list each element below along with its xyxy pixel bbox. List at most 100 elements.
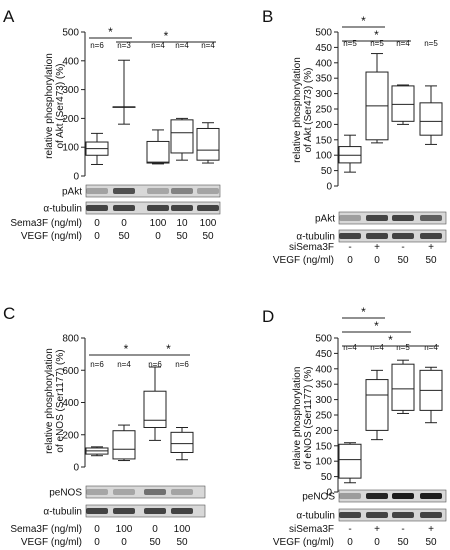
blot-band: [420, 233, 442, 239]
significance-star: *: [388, 333, 393, 347]
box: [419, 102, 443, 136]
condition-value: 0: [94, 524, 100, 535]
y-tick-label: 0: [73, 172, 79, 183]
condition-value: 50: [425, 537, 437, 548]
y-tick-label: 350: [315, 74, 332, 85]
condition-value: 0: [94, 231, 100, 242]
y-tick-label: 150: [315, 441, 332, 452]
condition-value: 50: [202, 231, 214, 242]
y-tick-label: 400: [62, 56, 79, 67]
blot-band: [197, 188, 219, 194]
sample-size-label: n=6: [175, 360, 189, 369]
condition-value: 0: [347, 537, 353, 548]
blot-label: peNOS: [302, 492, 335, 503]
blot-band: [144, 508, 166, 514]
condition-value: +: [374, 524, 380, 535]
condition-value: 50: [425, 255, 437, 266]
condition-value: 100: [174, 524, 191, 535]
condition-value: 100: [200, 218, 217, 229]
condition-label: siSema3F: [289, 524, 334, 535]
panel-letter: A: [3, 7, 15, 26]
blot-band: [171, 205, 193, 211]
y-tick-label: 300: [315, 89, 332, 100]
condition-value: 50: [397, 255, 409, 266]
y-tick-label: 150: [315, 135, 332, 146]
blot-band: [86, 489, 108, 495]
condition-value: 50: [118, 231, 130, 242]
sample-size-label: n=5: [396, 343, 410, 352]
condition-value: -: [348, 242, 351, 253]
y-tick-label: 250: [315, 105, 332, 116]
condition-label: Sema3F (ng/ml): [10, 218, 82, 229]
significance-star: *: [164, 29, 169, 43]
y-axis-label-line-2: of Akt (Ser473) (%): [303, 67, 314, 152]
condition-label: Sema3F (ng/ml): [10, 524, 82, 535]
blot-band: [366, 493, 388, 499]
blot-band: [147, 205, 169, 211]
y-tick-label: 0: [326, 488, 332, 499]
y-axis-label-line-2: of eNOS (Ser1177) (%): [55, 349, 66, 452]
condition-value: 10: [176, 218, 188, 229]
condition-value: 0: [347, 255, 353, 266]
blot-band: [420, 512, 442, 518]
sample-size-label: n=6: [90, 360, 104, 369]
panel-letter: D: [262, 307, 274, 326]
condition-value: -: [401, 524, 404, 535]
box: [170, 119, 194, 154]
condition-label: siSema3F: [289, 242, 334, 253]
blot-band: [113, 188, 135, 194]
blot-band: [392, 215, 414, 221]
box: [143, 390, 167, 428]
blot-label: pAkt: [62, 187, 82, 198]
blot-band: [113, 508, 135, 514]
blot-band: [171, 508, 193, 514]
y-tick-label: 100: [62, 143, 79, 154]
y-tick-label: 800: [62, 334, 79, 345]
blot-band: [86, 188, 108, 194]
significance-star: *: [108, 25, 113, 39]
y-tick-label: 450: [315, 43, 332, 54]
condition-label: VEGF (ng/ml): [273, 537, 334, 548]
condition-value: 0: [121, 218, 127, 229]
blot-label: α-tubulin: [43, 507, 82, 518]
blot-band: [366, 233, 388, 239]
y-tick-label: 500: [315, 28, 332, 39]
y-tick-label: 100: [315, 457, 332, 468]
significance-star: *: [361, 305, 366, 319]
sample-size-label: n=6: [90, 41, 104, 50]
sample-size-label: n=4: [151, 41, 165, 50]
box: [365, 379, 389, 431]
condition-value: 100: [116, 524, 133, 535]
condition-value: 0: [374, 255, 380, 266]
box: [391, 85, 415, 122]
blot-band: [339, 233, 361, 239]
condition-value: +: [428, 242, 434, 253]
y-axis-label-line-1: relative phosphorylation: [44, 348, 55, 454]
blot-band: [197, 205, 219, 211]
y-tick-label: 50: [321, 472, 333, 483]
sample-size-label: n=6: [148, 360, 162, 369]
blot-band: [366, 215, 388, 221]
y-tick-label: 600: [62, 366, 79, 377]
y-axis-label-line-1: relaive phosphorylation: [292, 367, 303, 470]
blot-band: [392, 233, 414, 239]
blot-band: [144, 489, 166, 495]
blot-band: [420, 215, 442, 221]
y-tick-label: 200: [62, 430, 79, 441]
blot-label: pAkt: [315, 214, 335, 225]
blot-band: [392, 493, 414, 499]
condition-label: VEGF (ng/ml): [21, 231, 82, 242]
blot-label: α-tubulin: [296, 511, 335, 522]
sample-size-label: n=5: [343, 39, 357, 48]
y-tick-label: 350: [315, 380, 332, 391]
blot-band: [171, 188, 193, 194]
sample-size-label: n=4: [396, 39, 410, 48]
blot-band: [339, 215, 361, 221]
blot-label: peNOS: [49, 488, 82, 499]
condition-value: 0: [94, 537, 100, 548]
condition-value: 0: [121, 537, 127, 548]
blot-band: [113, 489, 135, 495]
blot-band: [86, 508, 108, 514]
sample-size-label: n=4: [201, 41, 215, 50]
